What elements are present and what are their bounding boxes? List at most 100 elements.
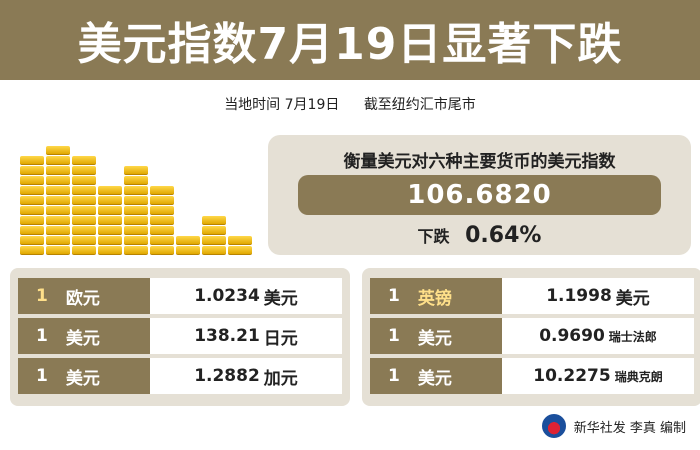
coin [72,216,96,225]
coin [72,166,96,175]
rate-value: 138.21 [194,326,260,346]
rate-qty: 1 [388,286,400,306]
rate-value: 1.1998 [546,286,612,306]
rate-row: 1 美元 0.9690 瑞士法郎 [370,318,694,354]
coin [20,206,44,215]
rate-base: 欧元 [65,288,100,309]
coin [124,246,148,255]
rate-value: 1.2882 [194,366,260,386]
coin-stack [228,235,252,255]
rate-qty: 1 [36,286,48,306]
coin [20,216,44,225]
coin [150,246,174,255]
rate-quote: 瑞士法郎 [608,329,657,344]
index-change-label: 下跌 [417,227,450,246]
coin [72,246,96,255]
coin [20,186,44,195]
coin [46,236,70,245]
coin [124,216,148,225]
rate-qty: 1 [388,366,400,386]
rate-value: 1.0234 [194,286,260,306]
coin [98,246,122,255]
rate-row: 1 欧元 1.0234 美元 [18,278,342,314]
rate-quote: 瑞典克朗 [614,369,663,384]
rate-value: 10.2275 [533,366,611,386]
coin [72,186,96,195]
coin [98,206,122,215]
subtitle: 当地时间 7月19日 截至纽约汇市尾市 [0,94,700,114]
coin [150,196,174,205]
coin [98,186,122,195]
gold-coins-illustration [20,135,260,255]
coin [150,216,174,225]
coin [124,226,148,235]
coin [46,166,70,175]
index-label: 衡量美元对六种主要货币的美元指数 [343,152,616,172]
rate-base: 英镑 [417,288,452,309]
coin [46,226,70,235]
coin [20,196,44,205]
coin-stack [46,145,70,255]
coin [20,236,44,245]
coin [98,196,122,205]
rate-row: 1 美元 138.21 日元 [18,318,342,354]
coin [46,186,70,195]
coin [72,206,96,215]
date-text: 当地时间 7月19日 [224,97,340,113]
coin [124,186,148,195]
coin [72,176,96,185]
market-note: 截至纽约汇市尾市 [363,97,476,113]
coin [202,226,226,235]
rate-value: 0.9690 [539,326,605,346]
coin [202,246,226,255]
coin [150,186,174,195]
coin-stack [202,215,226,255]
coin [176,246,200,255]
rate-base: 美元 [417,368,452,389]
rate-quote: 美元 [263,288,298,309]
coin-stack [98,185,122,255]
coin [46,176,70,185]
rate-row: 1 英镑 1.1998 美元 [370,278,694,314]
coin [124,196,148,205]
rate-qty: 1 [36,326,48,346]
coin [46,196,70,205]
coin [72,236,96,245]
coin-stack [124,165,148,255]
rate-quote: 加元 [263,368,298,389]
coin [228,236,252,245]
coin [202,236,226,245]
rate-base: 美元 [65,368,100,389]
coin [20,176,44,185]
coin [72,196,96,205]
xinhua-logo-icon [541,414,566,438]
coin-stack [176,235,200,255]
coin [46,246,70,255]
coin [98,226,122,235]
coin [150,236,174,245]
credit-text: 新华社发 李真 编制 [573,420,686,436]
rate-quote: 日元 [263,328,298,349]
page-title: 美元指数7月19日显著下跌 [0,0,700,80]
rate-base: 美元 [65,328,100,349]
rate-qty: 1 [388,326,400,346]
coin-stack [72,155,96,255]
coin [46,156,70,165]
rate-qty: 1 [36,366,48,386]
coin [46,216,70,225]
coin [124,176,148,185]
coin [46,206,70,215]
rates-panel-right: 1 英镑 1.1998 美元 1 美元 0.9690 瑞士法郎 1 美元 10.2275 瑞… [362,268,700,406]
coin [20,156,44,165]
rate-row: 1 美元 10.2275 瑞典克朗 [370,358,694,394]
coin [46,146,70,155]
coin [150,206,174,215]
coin [176,236,200,245]
coin [124,206,148,215]
coin [98,236,122,245]
dollar-index-panel: 衡量美元对六种主要货币的美元指数 106.6820 下跌 0.64% [268,135,691,255]
index-change: 下跌 0.64% [268,223,691,248]
rate-row: 1 美元 1.2882 加元 [18,358,342,394]
coin [124,166,148,175]
rate-quote: 美元 [615,288,650,309]
